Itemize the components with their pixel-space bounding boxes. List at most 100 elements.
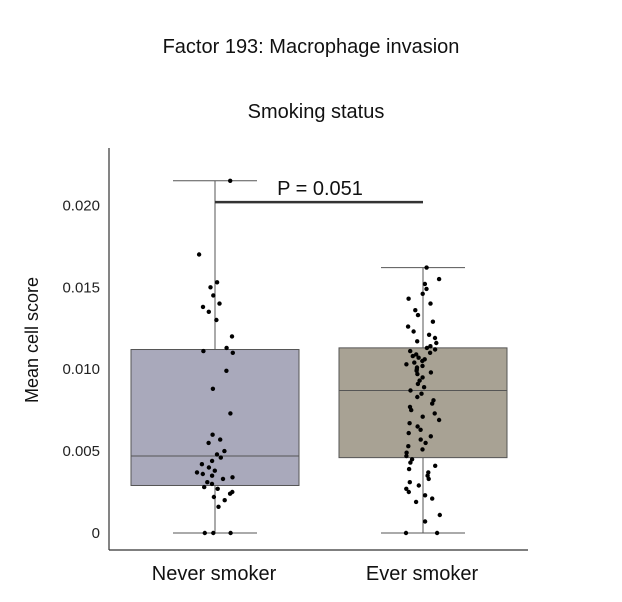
data-point (218, 437, 223, 442)
data-point (420, 375, 425, 380)
data-point (220, 476, 226, 482)
data-point (405, 324, 411, 329)
y-tick-label: 0 (92, 525, 100, 542)
data-point (411, 329, 416, 334)
boxes (130, 180, 508, 534)
data-point (424, 286, 429, 292)
data-point (418, 437, 423, 442)
data-point (420, 447, 425, 452)
data-point (408, 460, 413, 465)
y-tick-label: 0.010 (62, 361, 100, 378)
data-point (416, 483, 421, 488)
data-point (422, 519, 428, 524)
data-point (230, 350, 235, 355)
data-point (437, 512, 442, 518)
data-point (406, 489, 411, 495)
data-point (418, 427, 423, 432)
data-point (409, 407, 414, 413)
data-point (420, 291, 425, 296)
data-point (431, 398, 436, 403)
y-tick-label: 0.020 (62, 197, 100, 214)
data-point (200, 471, 205, 477)
data-point (407, 421, 412, 426)
data-point (209, 473, 215, 478)
data-point (202, 530, 207, 536)
data-point (230, 475, 235, 480)
data-point (224, 345, 229, 351)
data-point (224, 368, 229, 373)
data-point (420, 414, 425, 419)
data-point (217, 301, 222, 306)
data-point (206, 309, 211, 314)
data-point (206, 440, 211, 446)
data-point (194, 470, 200, 475)
data-point (426, 332, 432, 337)
data-point (408, 348, 413, 354)
data-point (222, 498, 227, 503)
data-point (420, 358, 425, 364)
data-point (406, 466, 412, 472)
data-point (406, 444, 411, 449)
data-point (432, 335, 438, 341)
data-point (421, 385, 427, 390)
data-point (415, 312, 421, 318)
data-point (432, 411, 437, 416)
data-point (404, 362, 409, 367)
data-point (210, 432, 215, 437)
p-value-label: P = 0.051 (277, 178, 363, 200)
data-point (214, 317, 219, 323)
x-tick-label: Never smoker (152, 563, 277, 585)
data-point (403, 530, 409, 536)
data-point (432, 347, 438, 352)
data-point (404, 486, 409, 491)
data-point (413, 308, 418, 313)
data-point (430, 401, 435, 406)
data-point (209, 458, 215, 464)
data-point (436, 276, 442, 282)
data-point (209, 481, 215, 487)
data-point (210, 386, 216, 391)
axes (108, 148, 528, 551)
data-point (404, 453, 409, 459)
box-never-smoker (130, 349, 300, 486)
data-point (415, 371, 420, 377)
data-point (200, 304, 206, 310)
data-point (222, 448, 227, 454)
data-point (427, 350, 433, 355)
data-point (196, 252, 202, 257)
data-point (436, 417, 442, 423)
data-point (428, 370, 434, 375)
data-point (420, 363, 425, 369)
data-point (214, 280, 220, 285)
data-point (412, 360, 417, 365)
data-point (410, 353, 415, 359)
data-point (430, 496, 435, 501)
data-point (415, 394, 420, 400)
significance-annotation: P = 0.051 (215, 178, 423, 204)
data-point (433, 463, 438, 468)
data-point (422, 493, 428, 498)
data-point (434, 530, 440, 536)
data-point (202, 484, 207, 490)
data-point (201, 348, 206, 354)
data-point (430, 319, 436, 324)
data-point (422, 281, 428, 287)
y-axis-label: Mean cell score (22, 277, 42, 403)
data-point (415, 339, 420, 344)
data-point (215, 486, 220, 491)
data-point (426, 476, 431, 482)
data-point (211, 494, 217, 500)
data-point (216, 504, 221, 509)
chart-subtitle: Smoking status (247, 101, 385, 123)
data-point (416, 355, 421, 360)
data-point (227, 491, 233, 496)
data-point (214, 452, 220, 457)
data-point (212, 468, 217, 473)
data-point (424, 265, 429, 270)
data-point (434, 340, 439, 346)
chart-title: Factor 193: Macrophage invasion (162, 36, 460, 58)
data-point (229, 334, 235, 339)
data-point (228, 411, 233, 416)
data-point (413, 499, 419, 505)
